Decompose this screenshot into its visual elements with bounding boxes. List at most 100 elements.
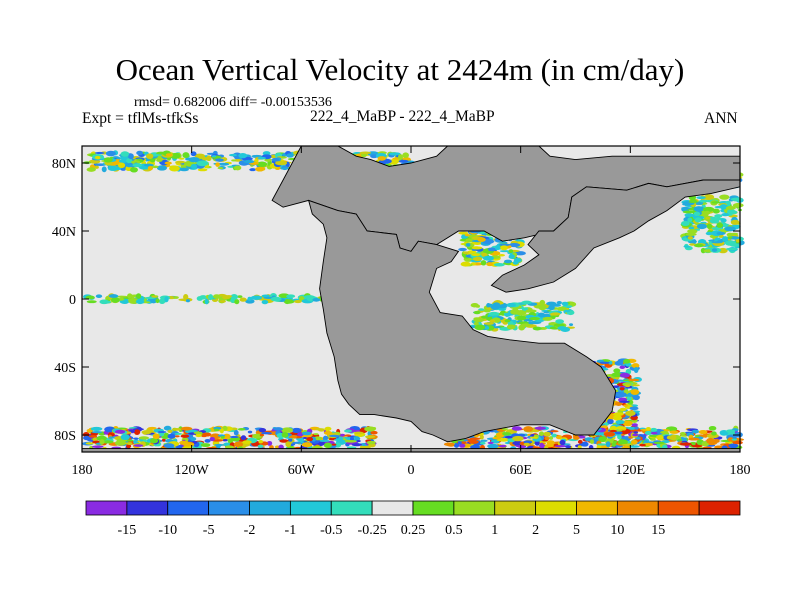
colorbar-label: -0.25	[358, 523, 387, 538]
anomaly-patch	[136, 150, 144, 156]
anomaly-patch	[453, 442, 460, 448]
anomaly-patch	[464, 233, 471, 237]
anomaly-patch	[85, 295, 95, 300]
anomaly-patch	[353, 431, 364, 435]
anomaly-patch	[443, 442, 455, 447]
anomaly-patch	[471, 246, 483, 250]
anomaly-patch	[91, 445, 104, 449]
anomaly-patch	[487, 443, 499, 449]
experiment-label: Expt = tflMs-tfkSs	[82, 110, 199, 127]
anomaly-patch	[459, 443, 466, 448]
colorbar-label: -2	[244, 523, 256, 538]
anomaly-patch	[670, 434, 677, 440]
anomaly-patch	[99, 300, 112, 304]
anomaly-patch	[111, 297, 120, 303]
anomaly-patch	[539, 299, 546, 306]
anomaly-patch	[523, 442, 530, 447]
anomaly-patch	[527, 309, 537, 313]
anomaly-patch	[679, 432, 687, 436]
anomaly-patch	[107, 165, 119, 172]
anomaly-patch	[306, 437, 314, 442]
anomaly-patch	[542, 313, 551, 318]
anomaly-patch	[217, 167, 224, 170]
anomaly-patch	[370, 154, 378, 159]
anomaly-patch	[215, 158, 224, 162]
anomaly-patch	[465, 243, 471, 247]
anomaly-patch	[506, 324, 516, 330]
anomaly-patch	[108, 294, 119, 298]
anomaly-patch	[694, 434, 700, 438]
anomaly-patch	[344, 434, 352, 437]
anomaly-patch	[679, 442, 692, 446]
anomaly-patch	[174, 432, 183, 435]
anomaly-patch	[190, 151, 197, 157]
anomaly-patch	[204, 298, 209, 305]
anomaly-patch	[728, 443, 739, 449]
anomaly-patch	[480, 260, 487, 266]
anomaly-patch	[589, 439, 595, 444]
anomaly-patch	[135, 299, 145, 305]
colorbar-label: 1	[491, 523, 498, 538]
anomaly-patch	[90, 426, 103, 431]
anomaly-patch	[279, 167, 290, 170]
anomaly-patch	[94, 155, 101, 160]
anomaly-patch	[614, 360, 624, 366]
anomaly-patch	[197, 168, 208, 172]
anomaly-patch	[563, 309, 570, 313]
anomaly-patch	[180, 434, 190, 438]
colorbar-box	[535, 500, 577, 516]
anomaly-patch	[653, 441, 665, 445]
anomaly-patch	[151, 165, 159, 169]
anomaly-patch	[178, 157, 185, 160]
anomaly-patch	[706, 437, 715, 444]
anomaly-patch	[290, 435, 298, 439]
anomaly-patch	[706, 223, 713, 229]
anomaly-patch	[549, 436, 554, 440]
anomaly-patch	[627, 399, 634, 405]
anomaly-patch	[498, 308, 507, 311]
anomaly-patch	[512, 260, 519, 265]
anomaly-patch	[731, 438, 738, 441]
anomaly-patch	[553, 323, 565, 327]
anomaly-patch	[631, 423, 638, 427]
anomaly-patch	[370, 430, 378, 435]
anomaly-patch	[504, 435, 513, 439]
anomaly-patch	[287, 438, 293, 442]
anomaly-patch	[693, 206, 705, 212]
anomaly-patch	[545, 443, 554, 448]
anomaly-patch	[364, 426, 376, 432]
anomaly-patch	[219, 300, 226, 303]
anomaly-patch	[532, 326, 542, 331]
anomaly-patch	[147, 426, 157, 430]
anomaly-patch	[462, 251, 470, 255]
anomaly-patch	[506, 302, 516, 308]
anomaly-patch	[85, 442, 94, 445]
anomaly-patch	[534, 319, 544, 323]
anomaly-patch	[581, 441, 589, 447]
anomaly-patch	[521, 300, 532, 305]
anomaly-patch	[625, 410, 636, 417]
anomaly-patch	[206, 155, 212, 162]
anomaly-patch	[164, 161, 172, 165]
anomaly-patch	[161, 438, 166, 442]
anomaly-patch	[258, 439, 264, 444]
anomaly-patch	[551, 303, 562, 307]
anomaly-patch	[613, 368, 621, 374]
anomaly-patch	[619, 407, 627, 411]
anomaly-patch	[529, 316, 540, 321]
anomaly-patch	[457, 441, 462, 445]
anomaly-patch	[190, 163, 198, 169]
anomaly-patch	[473, 317, 481, 321]
anomaly-patch	[328, 434, 340, 438]
figure-title: Ocean Vertical Velocity at 2424m (in cm/…	[115, 52, 685, 87]
anomaly-patch	[470, 303, 479, 308]
anomaly-patch	[520, 323, 531, 327]
anomaly-patch	[565, 445, 572, 449]
anomaly-patch	[156, 158, 163, 162]
anomaly-patch	[650, 431, 658, 435]
anomaly-patch	[544, 437, 550, 441]
case-label: 222_4_MaBP - 222_4_MaBP	[310, 108, 495, 125]
anomaly-patch	[619, 365, 626, 370]
anomaly-patch	[271, 157, 280, 162]
anomaly-patch	[483, 308, 491, 313]
